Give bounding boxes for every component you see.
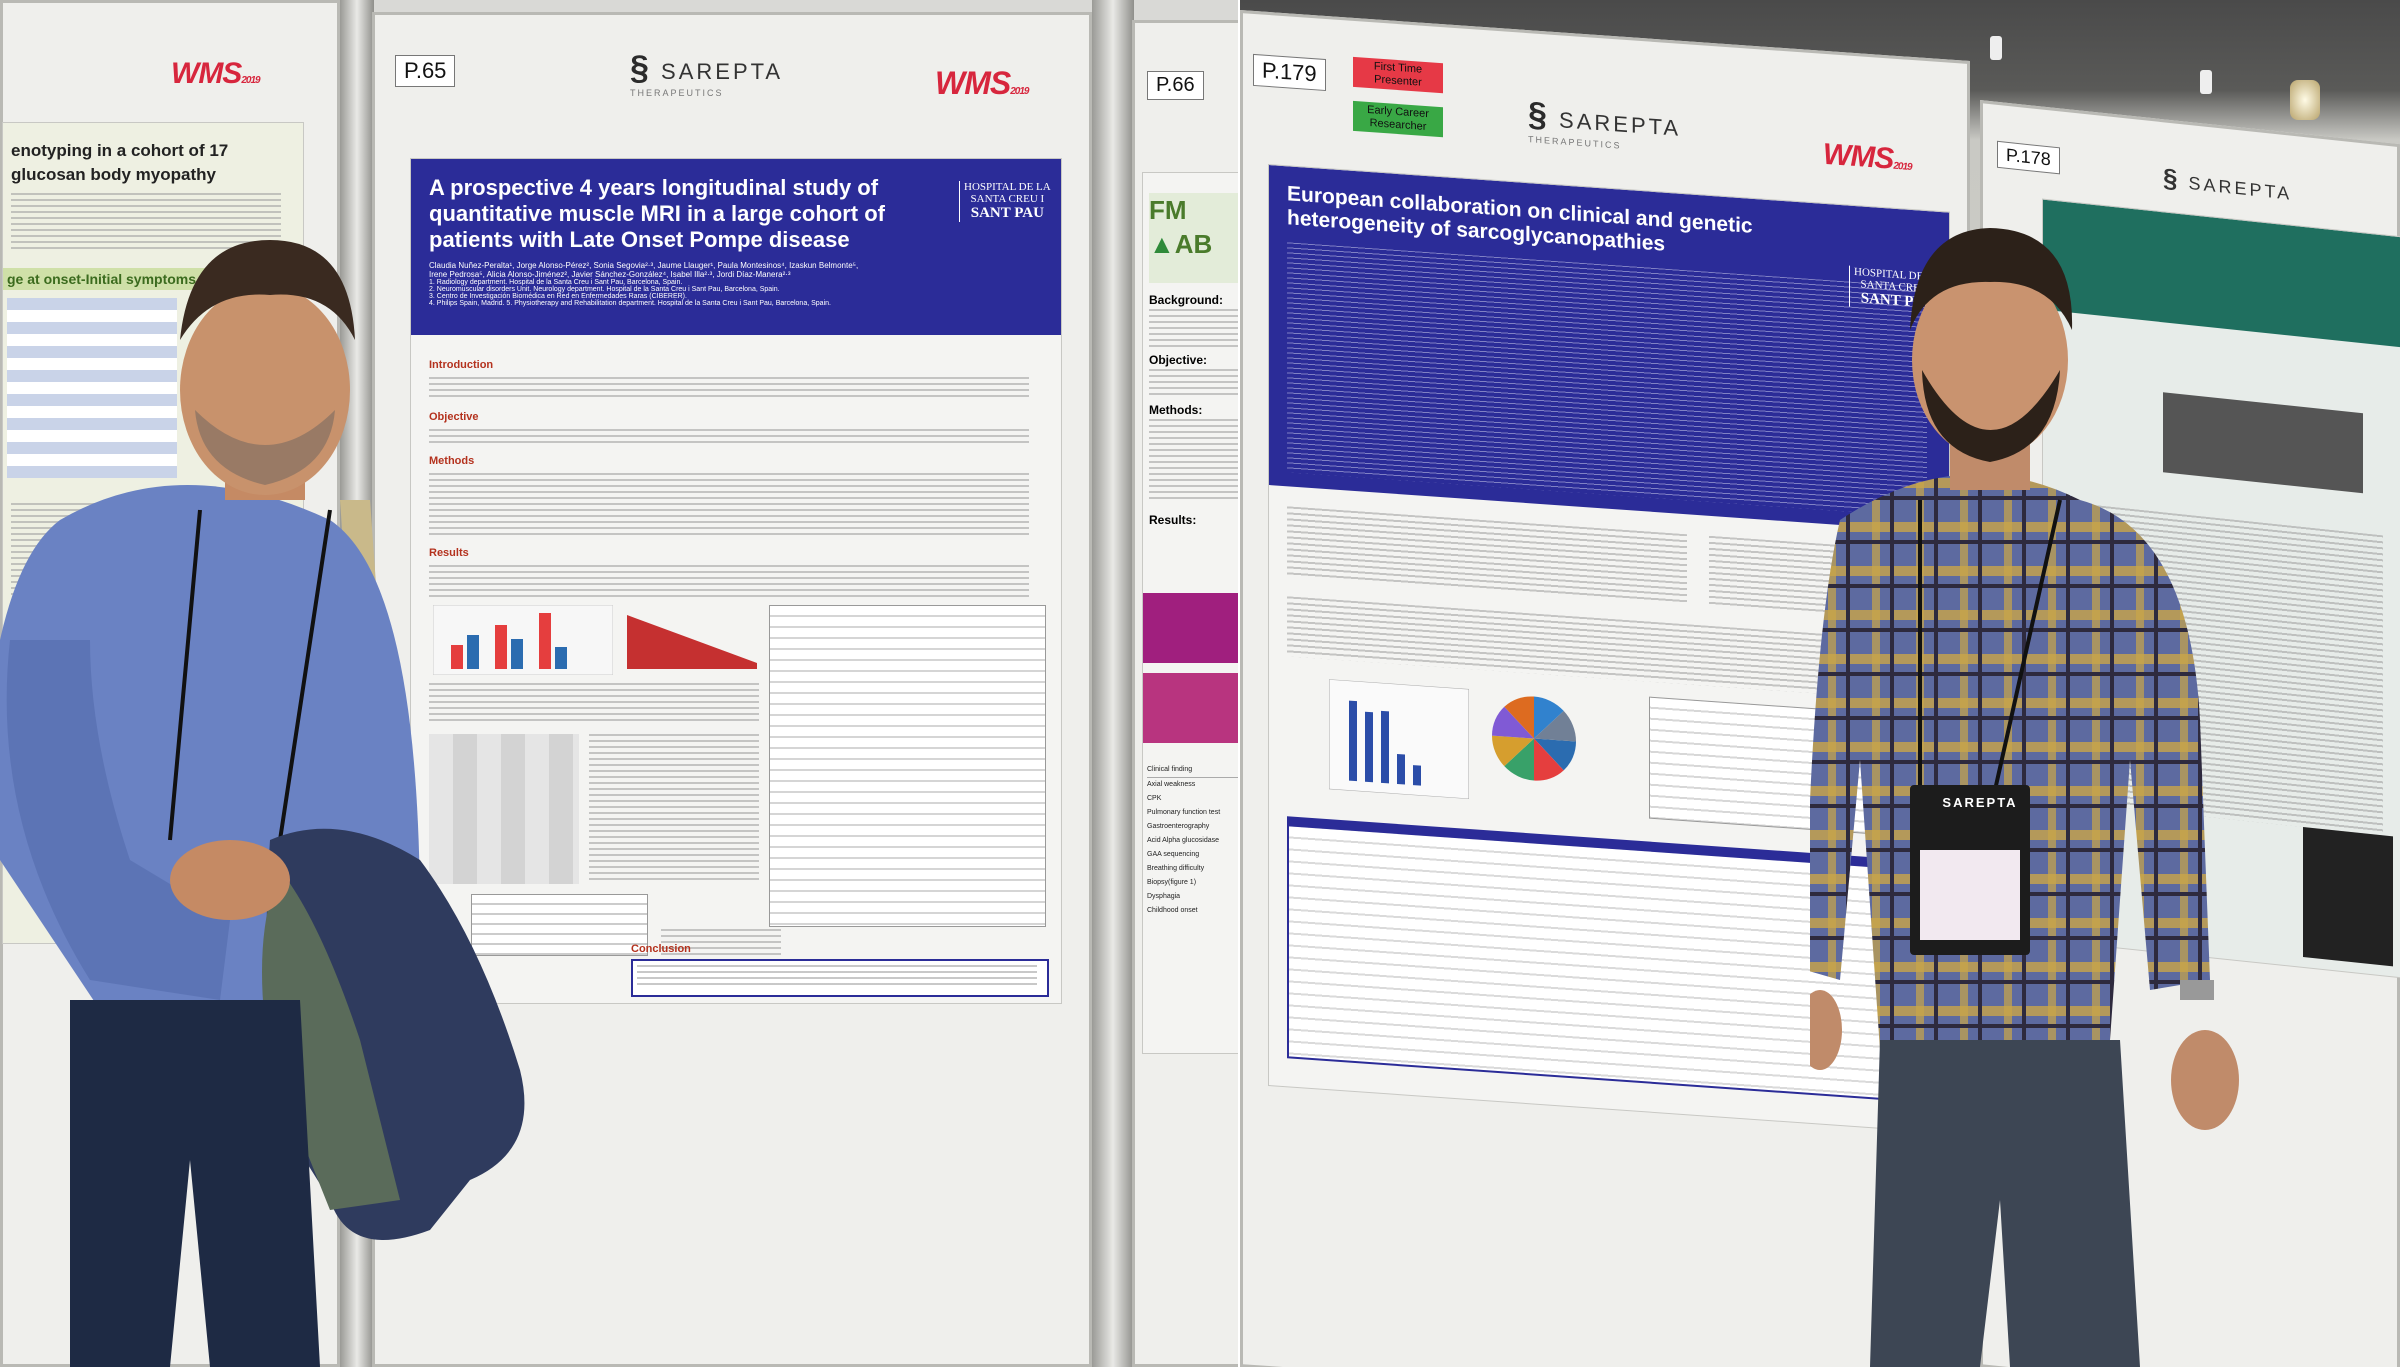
pie-slice (1492, 735, 1534, 767)
main-board-wms-logo: WMS2019 (935, 65, 1029, 101)
section-results: Results (429, 547, 469, 559)
name-badge-brand: SAREPTA (1942, 795, 2018, 810)
sponsor-s-icon: § (2163, 162, 2181, 195)
poster-affil-line3: 3. Centro de Investigación Biomédica en … (429, 293, 687, 300)
results-table (769, 605, 1046, 927)
partial-label-methods: Methods: (1149, 403, 1203, 417)
methods-text (429, 473, 1029, 537)
poster-authors-line1: Claudia Nuñez-Peralta¹, Jorge Alonso-Pér… (429, 261, 859, 270)
section-introduction: Introduction (429, 359, 494, 371)
left-partial-title-line2: glucosan body myopathy (11, 165, 216, 184)
main-poster-board-right: P.179 First Time Presenter Early Career … (1240, 10, 1970, 1367)
section-methods: Methods (429, 455, 475, 467)
poster-title-band: A prospective 4 years longitudinal study… (411, 159, 1061, 335)
background-text (1287, 506, 1687, 605)
photo-divider (1238, 0, 1240, 1367)
pompe-poster: A prospective 4 years longitudinal study… (411, 159, 1061, 1003)
poster-affil-line4: 4. Philips Spain, Madrid. 5. Physiothera… (429, 300, 831, 307)
pie-slice (1534, 738, 1564, 781)
biopsy-image-2 (1143, 673, 1238, 743)
person-right (1810, 228, 2239, 1367)
board-number-label-p66: P.66 (1147, 71, 1204, 100)
poster-title-line3: patients with Late Onset Pompe disease (429, 227, 850, 252)
poster-authors-line2: Irene Pedrosa⁵, Alicia Alonso-Jiménez², … (429, 270, 791, 279)
table-footnote (661, 929, 781, 959)
left-partial-title-line1: enotyping in a cohort of 17 (11, 141, 229, 160)
board-number-label-p179: P.179 (1253, 53, 1326, 91)
person-left (0, 240, 525, 1367)
figure-caption (429, 683, 759, 723)
partial-text-2 (1149, 369, 1238, 399)
pie-slice (1492, 706, 1534, 739)
results-pie-chart-right (1492, 696, 1576, 781)
mri-caption-text (589, 734, 759, 884)
left-board-wms-logo: WMS2019 (171, 57, 261, 90)
right-photo: P.179 First Time Presenter Early Career … (1240, 0, 2400, 1367)
results-slope-figure (627, 615, 757, 669)
conclusion-text (637, 965, 1037, 989)
partial-label-background: Background: (1149, 293, 1224, 307)
board-divider-pole-2 (1092, 0, 1134, 1367)
pie-slice (1534, 738, 1576, 771)
sponsor-s-icon: § (1528, 95, 1550, 135)
ceiling-light (2200, 70, 2212, 94)
board-number-label-p178: P.178 (1997, 140, 2060, 175)
results-text (429, 565, 1029, 597)
partial-text-1 (1149, 309, 1238, 349)
poster-title-line1: A prospective 4 years longitudinal study… (429, 175, 879, 200)
sarcoglycan-poster: European collaboration on clinical and g… (1269, 165, 1949, 1133)
ceiling-light (1990, 36, 2002, 60)
section-objective: Objective (429, 411, 479, 423)
partial-label-objective: Objective: (1149, 353, 1208, 367)
introduction-text (429, 377, 1029, 401)
sponsor-logo: § SAREPTA THERAPEUTICS (630, 49, 784, 98)
small-table (471, 894, 648, 956)
conclusion-box (631, 959, 1049, 997)
right-partial-board: P.66 FM ▲AB Background: Objective: Metho… (1132, 20, 1238, 1367)
results-bar-chart-right (1329, 679, 1469, 800)
biopsy-image-1 (1143, 593, 1238, 663)
ceiling-light (2290, 80, 2320, 120)
sponsor-logo-right: § SAREPTA THERAPEUTICS (1528, 95, 1682, 151)
partial-text-3 (1149, 419, 1238, 499)
board-number-label: P.65 (395, 55, 456, 87)
poster-affil-line1: 1. Radiology department. Hospital de la … (429, 279, 683, 286)
section-conclusion: Conclusion (631, 943, 691, 955)
first-time-presenter-badge: First Time Presenter (1353, 56, 1443, 94)
pie-slice (1504, 738, 1534, 781)
left-partial-authors (11, 193, 281, 253)
poster-affil-line2: 2. Neuromuscular disorders Unit. Neurolo… (429, 286, 780, 293)
results-bar-figure (433, 605, 613, 675)
left-partial-table (7, 298, 177, 478)
triangle-icon: ▲ (1149, 229, 1175, 259)
partial-label-results: Results: (1149, 513, 1197, 527)
partial-poster-p66: FM ▲AB Background: Objective: Methods: R… (1143, 173, 1238, 1053)
pie-slice (1534, 696, 1564, 739)
sponsor-s-icon: § (630, 49, 652, 87)
hospital-logo: HOSPITAL DE LA SANTA CREU I SANT PAU (959, 181, 1051, 222)
left-photo: WMS2019 enotyping in a cohort of 17 gluc… (0, 0, 1238, 1367)
partial-dark-images-p178 (2303, 826, 2393, 967)
early-career-badge: Early Career Researcher (1353, 100, 1443, 138)
poster-title-line2: quantitative muscle MRI in a large cohor… (429, 201, 885, 226)
objective-text (429, 429, 1029, 445)
partial-logo: FM ▲AB (1149, 193, 1238, 283)
pie-slice (1534, 710, 1576, 742)
mri-image-block (429, 734, 579, 884)
pie-slice (1504, 696, 1534, 739)
partial-clinical-table: Clinical finding Axial weakness CPK Pulm… (1147, 763, 1238, 918)
right-board-wms-logo: WMS2019 (1823, 137, 1912, 176)
